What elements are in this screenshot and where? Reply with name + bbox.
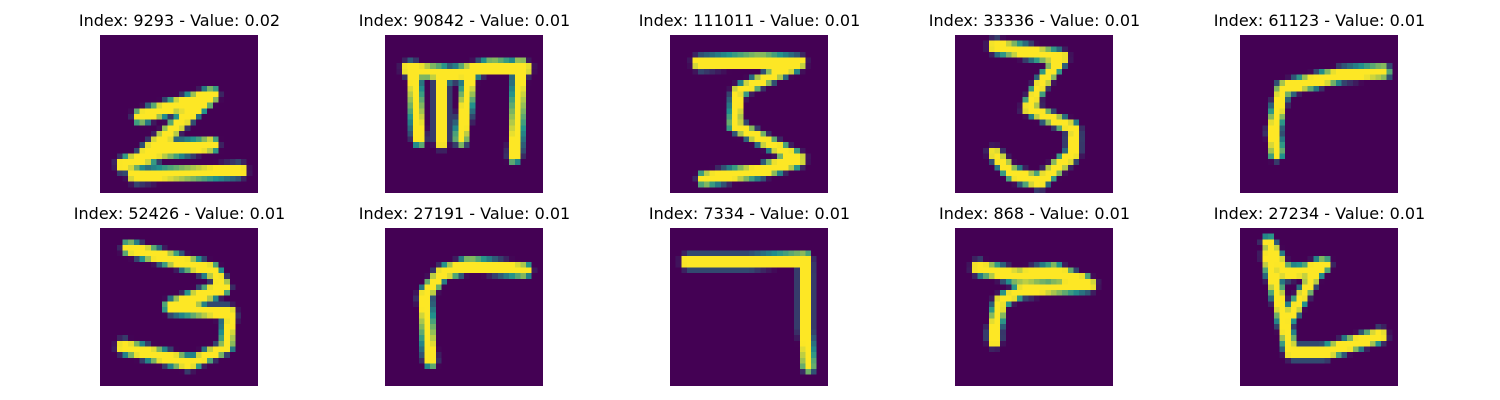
panel-title: Index: 27234 - Value: 0.01 — [1213, 204, 1426, 223]
digit-image — [100, 35, 258, 193]
digit-image — [955, 228, 1113, 386]
panel-title: Index: 61123 - Value: 0.01 — [1213, 11, 1426, 30]
panel-title: Index: 868 - Value: 0.01 — [938, 204, 1131, 223]
panel-title: Index: 90842 - Value: 0.01 — [358, 11, 571, 30]
digit-image — [670, 35, 828, 193]
digit-image — [100, 228, 258, 386]
panel-title: Index: 9293 - Value: 0.02 — [78, 11, 281, 30]
digit-image — [1240, 35, 1398, 193]
digit-image — [385, 35, 543, 193]
digit-image — [955, 35, 1113, 193]
digit-image — [670, 228, 828, 386]
panel-title: Index: 33336 - Value: 0.01 — [928, 11, 1141, 30]
digit-image — [385, 228, 543, 386]
panel-title: Index: 52426 - Value: 0.01 — [73, 204, 286, 223]
panel-title: Index: 27191 - Value: 0.01 — [358, 204, 571, 223]
panel-title: Index: 111011 - Value: 0.01 — [638, 11, 861, 30]
digit-image — [1240, 228, 1398, 386]
panel-title: Index: 7334 - Value: 0.01 — [648, 204, 851, 223]
